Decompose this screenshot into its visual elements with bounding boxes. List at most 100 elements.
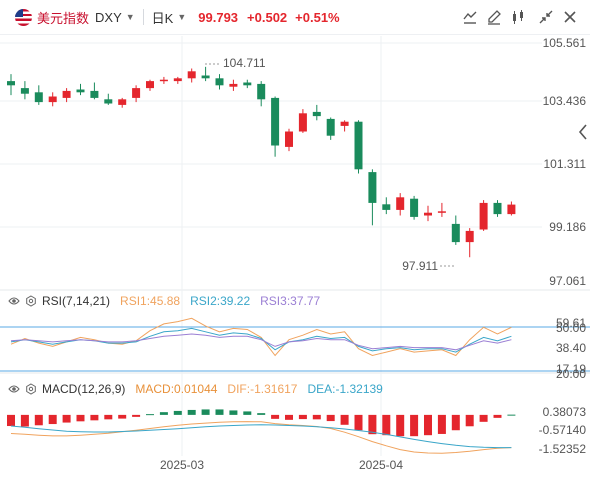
macd-bar: [382, 414, 391, 436]
candle-body: [201, 75, 210, 79]
candle-body: [159, 79, 168, 82]
rsi-legend: RSI(7,14,21) RSI1:45.88 RSI2:39.22 RSI3:…: [8, 293, 330, 309]
macd-bar: [118, 414, 127, 419]
candle: [104, 93, 113, 105]
candle-body: [173, 78, 182, 82]
candle-body: [493, 202, 502, 215]
candle-body: [271, 97, 280, 146]
candle: [229, 79, 238, 91]
price-change-percent: +0.51%: [295, 9, 340, 25]
last-price: 99.793: [198, 9, 239, 25]
candle-body: [34, 92, 43, 103]
macd-bar: [48, 414, 57, 425]
dea-value: DEA:-1.32139: [307, 382, 383, 396]
candle: [159, 76, 168, 84]
macd-bar: [146, 414, 154, 416]
candle-body: [285, 131, 293, 147]
rsi-axis-label: 38.40: [556, 341, 586, 355]
macd-bar: [285, 414, 293, 420]
macd-bar: [312, 414, 321, 420]
macd-legend: MACD(12,26,9) MACD:0.01044 DIF:-1.31617 …: [8, 381, 393, 397]
us-flag-icon: [15, 8, 32, 26]
candle: [437, 202, 446, 217]
price-axis-label: 99.186: [549, 220, 586, 234]
candle: [298, 109, 307, 133]
candle-body: [451, 223, 460, 243]
instrument-name[interactable]: 美元指数: [37, 10, 90, 26]
macd-bar: [7, 414, 15, 427]
period-dropdown-icon[interactable]: ▼: [177, 12, 187, 22]
macd-bar: [76, 414, 85, 422]
candle: [465, 228, 474, 258]
instrument-symbol[interactable]: DXY: [95, 9, 122, 25]
candle: [62, 88, 71, 103]
macd-bar: [507, 414, 516, 416]
dif-line: [10, 421, 512, 454]
eye-icon[interactable]: [8, 383, 20, 395]
candle-body: [298, 113, 307, 132]
rsi-indicator-name[interactable]: RSI(7,14,21): [42, 294, 111, 308]
line-chart-icon[interactable]: [462, 9, 478, 25]
candle: [7, 74, 15, 96]
close-icon[interactable]: [562, 9, 578, 25]
candle: [340, 120, 349, 132]
price-axis-label: 105.561: [543, 36, 587, 50]
macd-bar: [187, 409, 196, 415]
candle-body: [312, 111, 321, 117]
macd-axis-label: 0.38073: [543, 405, 587, 419]
settings-icon[interactable]: [25, 383, 37, 395]
candle-body: [7, 81, 15, 86]
candle: [48, 92, 57, 107]
candle-body: [48, 96, 57, 103]
candle-body: [479, 202, 488, 230]
candle-body: [424, 212, 432, 216]
candle-body: [62, 90, 71, 98]
macd-bar: [340, 414, 349, 425]
candle-body: [354, 121, 363, 170]
macd-lines: [10, 421, 512, 454]
macd-indicator-name[interactable]: MACD(12,26,9): [42, 382, 126, 396]
symbol-dropdown-icon[interactable]: ▼: [125, 12, 135, 22]
candle: [257, 81, 266, 107]
settings-icon[interactable]: [25, 295, 37, 307]
candle: [34, 85, 43, 105]
macd-bar: [298, 414, 307, 420]
macd-bar: [173, 410, 182, 415]
macd-bar: [62, 414, 71, 423]
dif-value: DIF:-1.31617: [227, 382, 298, 396]
rsi-axis-label: 20.00: [556, 367, 586, 381]
rsi1-line: [10, 317, 512, 357]
candle-body: [215, 78, 224, 86]
candle: [424, 205, 432, 222]
x-axis-label: 2025-03: [160, 458, 204, 472]
eye-icon[interactable]: [8, 295, 20, 307]
candle: [271, 96, 280, 157]
candle-body: [243, 82, 252, 86]
candle: [368, 169, 377, 226]
candle-body: [340, 121, 349, 126]
candle-body: [396, 197, 405, 210]
macd-bar: [493, 414, 502, 418]
candle: [285, 128, 293, 152]
macd-bar: [229, 410, 238, 415]
candle-body: [146, 81, 154, 89]
macd-bar: [90, 414, 99, 421]
macd-bar: [368, 414, 377, 435]
macd-axis-label: -0.57140: [539, 423, 587, 437]
period-selector[interactable]: 日K: [151, 10, 174, 26]
draw-icon[interactable]: [486, 9, 502, 25]
candle: [326, 117, 335, 140]
collapse-panel-icon[interactable]: [577, 122, 589, 142]
candle: [312, 104, 321, 121]
toolbar: 美元指数 DXY ▼ 日K ▼ 99.793 +0.502 +0.51%: [0, 0, 590, 35]
macd-bar: [201, 409, 210, 415]
shrink-icon[interactable]: [538, 9, 554, 25]
candle-type-icon[interactable]: [510, 9, 526, 25]
macd-bar: [20, 414, 29, 427]
candle-body: [20, 88, 29, 94]
candle-body: [90, 90, 99, 98]
rsi-series: [10, 317, 512, 357]
candle: [382, 197, 391, 215]
candle-body: [187, 71, 196, 79]
